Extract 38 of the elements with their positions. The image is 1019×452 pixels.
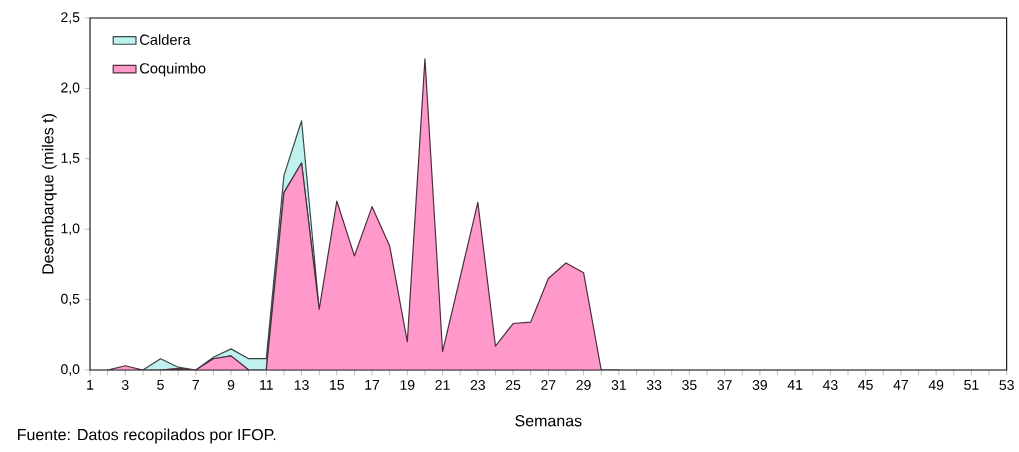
x-tick-label: 25 [506, 380, 521, 390]
legend-label: Caldera [140, 34, 191, 45]
y-tick-label: 1,5 [61, 153, 80, 165]
source-note: Fuente: Datos recopilados por IFOP. [18, 428, 276, 444]
x-tick-label: 35 [682, 380, 697, 390]
x-tick-label: 43 [822, 380, 838, 390]
x-tick-label: 13 [294, 380, 309, 390]
x-tick-label: 37 [717, 380, 732, 390]
x-tick-label: 29 [576, 380, 591, 390]
x-axis-title: Semanas [515, 415, 582, 427]
y-tick-label: 1,0 [61, 223, 80, 235]
x-tick-label: 5 [157, 380, 164, 390]
x-tick-label: 17 [365, 380, 380, 390]
legend-label: Coquimbo [140, 62, 206, 77]
x-tick-label: 3 [121, 380, 129, 390]
y-tick-label: 2,0 [61, 82, 80, 95]
x-tick-label: 47 [893, 380, 908, 390]
x-tick-label: 19 [400, 380, 415, 390]
x-tick-label: 41 [787, 380, 803, 390]
x-tick-label: 7 [192, 380, 199, 390]
x-tick-label: 39 [752, 380, 767, 390]
x-tick-label: 27 [541, 380, 556, 390]
x-tick-label: 1 [87, 380, 94, 390]
x-tick-label: 51 [964, 380, 979, 390]
y-tick-label: 2,5 [61, 12, 80, 24]
y-tick-label: 0,5 [61, 293, 80, 306]
x-tick-label: 49 [928, 380, 944, 390]
x-tick-label: 23 [470, 380, 485, 390]
x-tick-label: 9 [227, 380, 235, 390]
x-tick-label: 31 [611, 380, 626, 390]
x-tick-label: 21 [435, 380, 450, 390]
y-axis-title: Desembarque (miles t) [41, 114, 57, 274]
x-tick-label: 45 [858, 380, 873, 390]
x-tick-label: 15 [330, 380, 344, 390]
x-tick-label: 11 [260, 380, 273, 390]
x-tick-label: 33 [646, 380, 662, 390]
x-tick-label: 53 [999, 380, 1014, 390]
y-tick-label: 0,0 [61, 364, 80, 376]
